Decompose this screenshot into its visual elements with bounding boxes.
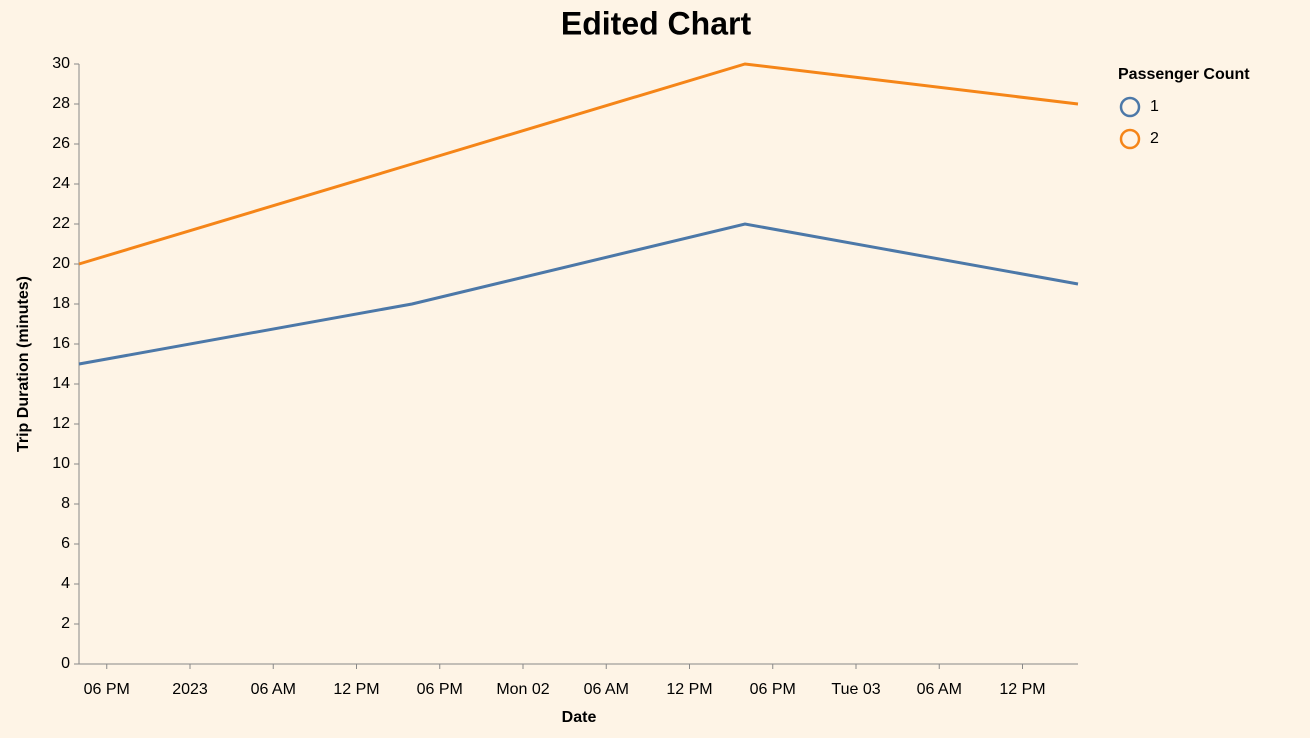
y-tick-label: 12 xyxy=(52,415,70,432)
x-tick-label: 12 PM xyxy=(333,681,379,698)
x-tick-label: 06 AM xyxy=(917,681,962,698)
x-tick-label: 06 PM xyxy=(417,681,463,698)
y-tick-label: 16 xyxy=(52,335,70,352)
legend-symbol xyxy=(1119,128,1141,150)
y-tick-label: 8 xyxy=(61,495,70,512)
y-tick-label: 26 xyxy=(52,135,70,152)
y-tick-label: 2 xyxy=(61,615,70,632)
x-tick-label: 06 AM xyxy=(584,681,629,698)
x-tick-label: Mon 02 xyxy=(496,681,549,698)
y-tick-label: 6 xyxy=(61,535,70,552)
x-tick-label: 06 PM xyxy=(84,681,130,698)
y-tick-label: 22 xyxy=(52,215,70,232)
y-tick-label: 30 xyxy=(52,55,70,72)
y-tick-label: 0 xyxy=(61,655,70,672)
legend-title: Passenger Count xyxy=(1118,66,1250,83)
y-tick-label: 4 xyxy=(61,575,70,592)
chart-title: Edited Chart xyxy=(561,5,752,41)
y-tick-label: 18 xyxy=(52,295,70,312)
y-tick-label: 28 xyxy=(52,95,70,112)
x-tick-label: Tue 03 xyxy=(831,681,880,698)
legend-symbol xyxy=(1119,96,1141,118)
x-tick-label: 2023 xyxy=(172,681,208,698)
x-axis-title: Date xyxy=(562,709,597,726)
y-tick-label: 24 xyxy=(52,175,70,192)
line xyxy=(78,222,1079,366)
y-tick-label: 20 xyxy=(52,255,70,272)
y-tick-label: 14 xyxy=(52,375,70,392)
y-axis-title: Trip Duration (minutes) xyxy=(15,276,32,452)
x-tick-label: 12 PM xyxy=(666,681,712,698)
x-tick-label: 12 PM xyxy=(999,681,1045,698)
y-tick-label: 10 xyxy=(52,455,70,472)
legend-label: 1 xyxy=(1150,98,1159,115)
line xyxy=(78,62,1079,266)
x-tick-label: 06 AM xyxy=(251,681,296,698)
x-tick-label: 06 PM xyxy=(750,681,796,698)
legend-label: 2 xyxy=(1150,130,1159,147)
